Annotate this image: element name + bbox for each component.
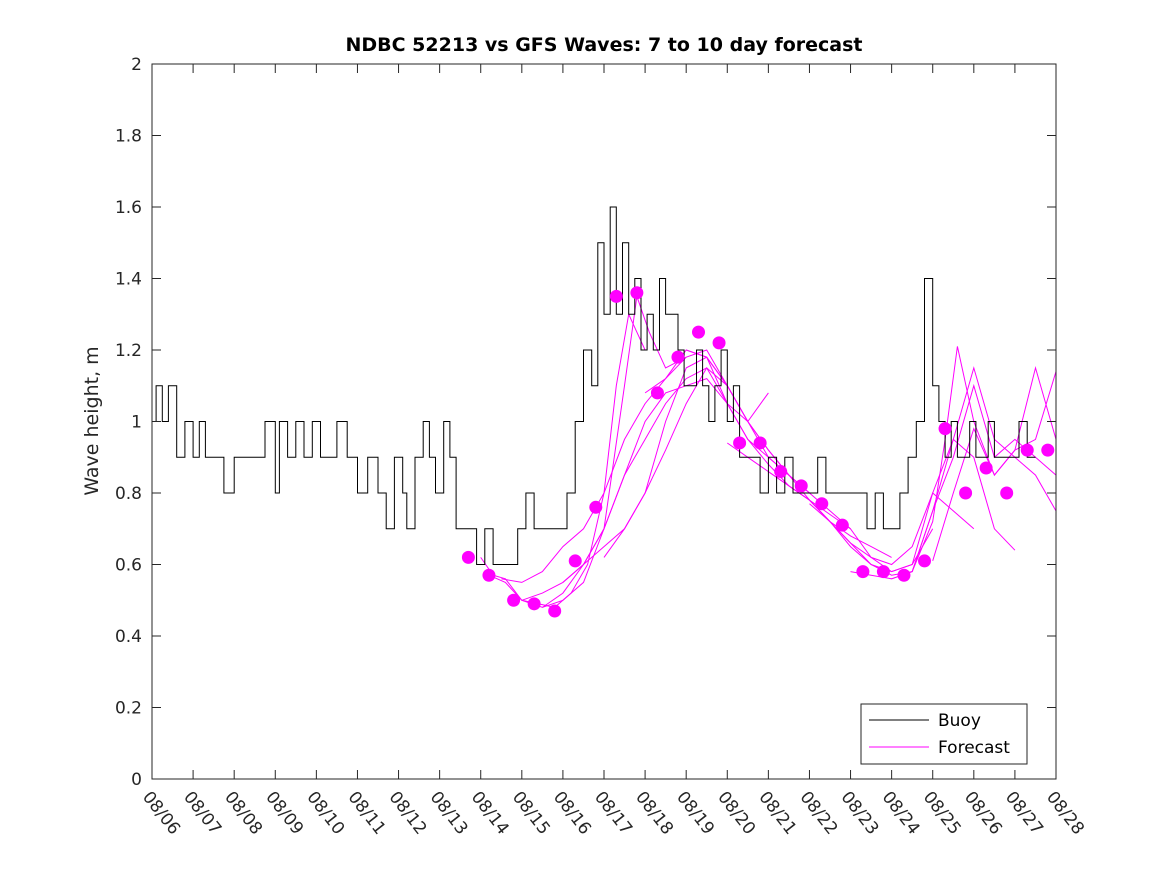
- forecast-marker: [630, 286, 644, 300]
- forecast-marker: [938, 422, 952, 436]
- buoy-line: [152, 206, 1036, 565]
- plot-area: [152, 64, 1057, 779]
- forecast-marker: [774, 465, 788, 479]
- forecast-markers-group: [461, 286, 1055, 618]
- forecast-marker: [712, 336, 726, 350]
- forecast-marker: [507, 593, 521, 607]
- forecast-marker: [482, 568, 496, 582]
- forecast-marker: [1041, 443, 1055, 457]
- forecast-marker: [959, 486, 973, 500]
- y-tick-label: 2: [131, 55, 142, 75]
- forecast-marker: [589, 500, 603, 514]
- buoy-series-group: [152, 206, 1036, 565]
- y-tick-label: 0.8: [115, 484, 142, 504]
- forecast-marker: [548, 604, 562, 618]
- forecast-marker: [815, 497, 829, 511]
- forecast-marker: [918, 554, 932, 568]
- forecast-marker: [733, 436, 747, 450]
- chart-title: NDBC 52213 vs GFS Waves: 7 to 10 day for…: [345, 34, 862, 56]
- forecast-marker: [897, 568, 911, 582]
- y-axis-label: Wave height, m: [81, 346, 103, 495]
- forecast-marker: [753, 436, 767, 450]
- forecast-line: [932, 371, 1057, 562]
- forecast-marker: [568, 554, 582, 568]
- forecast-marker: [979, 461, 993, 475]
- forecast-marker: [461, 550, 475, 564]
- forecast-line: [768, 438, 1016, 573]
- y-tick-label: 0.2: [115, 699, 142, 719]
- forecast-marker: [650, 386, 664, 400]
- y-tick-label: 0.4: [115, 627, 142, 647]
- forecast-marker: [794, 479, 808, 493]
- forecast-marker: [609, 289, 623, 303]
- forecast-marker: [835, 518, 849, 532]
- forecast-marker: [876, 565, 890, 579]
- y-axis: 0 0.2 0.4 0.6 0.8 1 1.2 1.4 1.6 1.8 2: [115, 55, 1056, 790]
- forecast-marker: [1020, 443, 1034, 457]
- forecast-line: [891, 366, 1057, 580]
- y-tick-label: 1.4: [115, 270, 142, 290]
- legend: Buoy Forecast: [860, 703, 1028, 765]
- forecast-marker: [527, 597, 541, 611]
- y-tick-label: 1.6: [115, 198, 142, 218]
- forecast-marker: [671, 350, 685, 364]
- y-tick-label: 1.8: [115, 127, 142, 147]
- legend-box: [860, 703, 1028, 765]
- y-tick-label: 1.2: [115, 341, 142, 361]
- y-tick-label: 0: [131, 770, 142, 790]
- legend-forecast-label: Forecast: [938, 738, 1010, 758]
- forecast-marker: [692, 325, 706, 339]
- y-tick-label: 0.6: [115, 556, 142, 576]
- y-tick-label: 1: [131, 413, 142, 433]
- forecast-marker: [1000, 486, 1014, 500]
- forecast-marker: [856, 565, 870, 579]
- legend-buoy-label: Buoy: [938, 711, 981, 731]
